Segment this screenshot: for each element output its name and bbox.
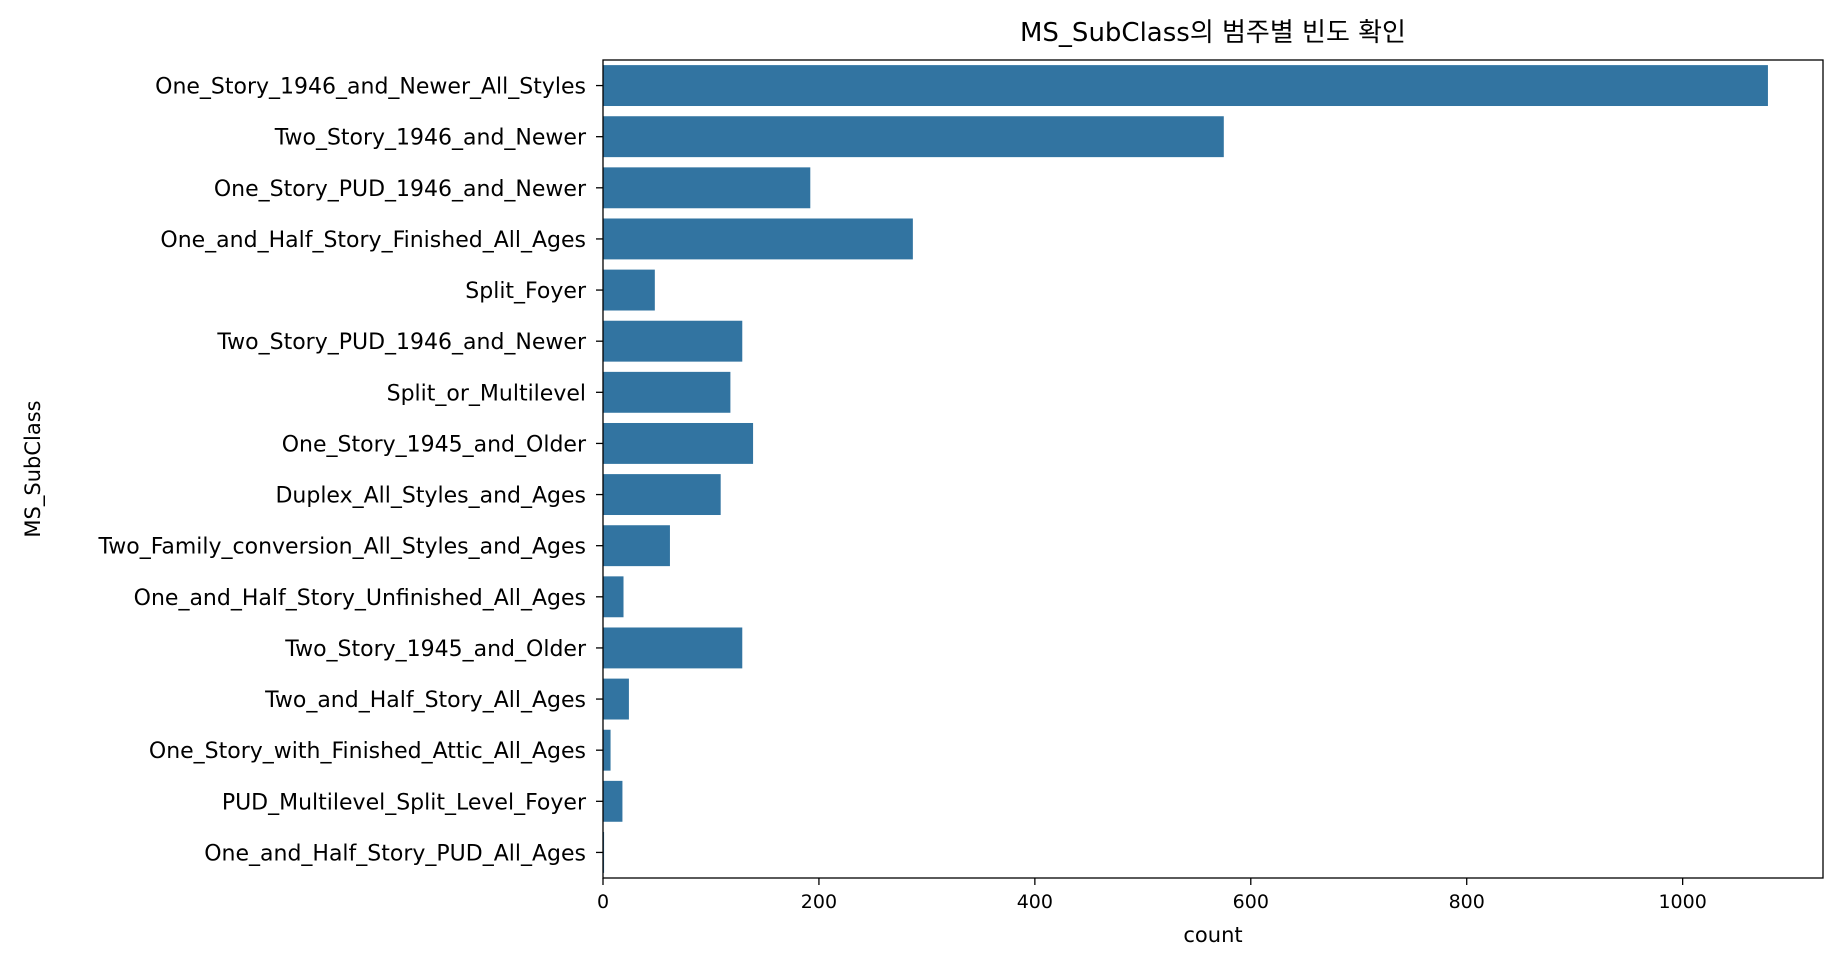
chart-title: MS_SubClass의 범주별 빈도 확인: [1020, 18, 1406, 48]
category-label: One_Story_PUD_1946_and_Newer: [214, 177, 587, 202]
x-tick-label: 0: [597, 891, 609, 913]
category-label: Two_Family_conversion_All_Styles_and_Age…: [97, 535, 586, 560]
x-axis-title: count: [1183, 923, 1242, 947]
bar-One_and_Half_Story_Finished_All_Ages: [603, 218, 913, 260]
bar-One_Story_1945_and_Older: [603, 422, 754, 464]
category-label: Two_Story_1946_and_Newer: [274, 126, 587, 151]
bar-One_Story_with_Finished_Attic_All_Ages: [603, 729, 611, 771]
category-label: Two_Story_PUD_1946_and_Newer: [216, 330, 587, 355]
x-axis-ticks: 0 200 400 600 800 1000: [597, 878, 1707, 913]
bars-group: [603, 65, 1768, 873]
bar-One_Story_PUD_1946_and_Newer: [603, 167, 811, 209]
x-tick-label: 600: [1233, 891, 1269, 913]
category-label: One_Story_with_Finished_Attic_All_Ages: [149, 739, 586, 764]
category-label: Split_or_Multilevel: [387, 381, 586, 406]
category-label: One_Story_1946_and_Newer_All_Styles: [155, 75, 586, 100]
category-label: One_and_Half_Story_Finished_All_Ages: [160, 228, 586, 253]
category-label: PUD_Multilevel_Split_Level_Foyer: [222, 790, 587, 815]
category-label: One_and_Half_Story_PUD_All_Ages: [204, 841, 586, 866]
x-tick-label: 200: [801, 891, 837, 913]
category-label: Two_Story_1945_and_Older: [284, 637, 587, 662]
y-axis-title: MS_SubClass: [21, 400, 46, 537]
category-label: Two_and_Half_Story_All_Ages: [264, 688, 586, 713]
category-label: Split_Foyer: [465, 279, 587, 304]
bar-One_Story_1946_and_Newer_All_Styles: [603, 65, 1768, 107]
bar-Two_Story_1946_and_Newer: [603, 116, 1224, 158]
bar-Split_or_Multilevel: [603, 371, 731, 413]
bar-PUD_Multilevel_Split_Level_Foyer: [603, 780, 623, 822]
bar-Two_Family_conversion_All_Styles_and_Ages: [603, 525, 670, 567]
x-tick-label: 1000: [1658, 891, 1706, 913]
bar-Duplex_All_Styles_and_Ages: [603, 474, 721, 516]
bar-Two_and_Half_Story_All_Ages: [603, 678, 629, 720]
x-tick-label: 400: [1017, 891, 1053, 913]
plot-frame: [602, 59, 1824, 879]
bar-One_and_Half_Story_Unfinished_All_Ages: [603, 576, 624, 618]
category-label: Duplex_All_Styles_and_Ages: [275, 484, 586, 509]
x-tick-label: 800: [1449, 891, 1485, 913]
category-label: One_Story_1945_and_Older: [282, 432, 587, 457]
bar-Two_Story_1945_and_Older: [603, 627, 743, 669]
category-label: One_and_Half_Story_Unfinished_All_Ages: [134, 586, 586, 611]
bar-Split_Foyer: [603, 269, 655, 311]
category-labels: One_Story_1946_and_Newer_All_Styles Two_S…: [97, 75, 603, 866]
bar-Two_Story_PUD_1946_and_Newer: [603, 320, 743, 362]
